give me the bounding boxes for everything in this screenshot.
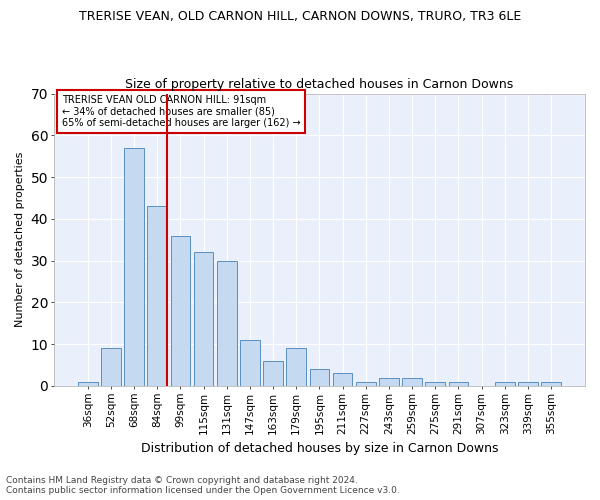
Bar xyxy=(263,361,283,386)
X-axis label: Distribution of detached houses by size in Carnon Downs: Distribution of detached houses by size … xyxy=(140,442,498,455)
Bar xyxy=(541,382,561,386)
Title: Size of property relative to detached houses in Carnon Downs: Size of property relative to detached ho… xyxy=(125,78,514,91)
Bar xyxy=(310,370,329,386)
Text: TRERISE VEAN, OLD CARNON HILL, CARNON DOWNS, TRURO, TR3 6LE: TRERISE VEAN, OLD CARNON HILL, CARNON DO… xyxy=(79,10,521,23)
Bar xyxy=(78,382,98,386)
Bar xyxy=(217,260,236,386)
Bar xyxy=(101,348,121,386)
Bar xyxy=(170,236,190,386)
Bar xyxy=(425,382,445,386)
Bar xyxy=(194,252,214,386)
Bar xyxy=(379,378,399,386)
Bar xyxy=(449,382,468,386)
Bar xyxy=(240,340,260,386)
Bar xyxy=(286,348,306,386)
Text: TRERISE VEAN OLD CARNON HILL: 91sqm
← 34% of detached houses are smaller (85)
65: TRERISE VEAN OLD CARNON HILL: 91sqm ← 34… xyxy=(62,95,301,128)
Text: Contains HM Land Registry data © Crown copyright and database right 2024.
Contai: Contains HM Land Registry data © Crown c… xyxy=(6,476,400,495)
Bar xyxy=(332,374,352,386)
Bar xyxy=(356,382,376,386)
Bar xyxy=(402,378,422,386)
Bar xyxy=(124,148,144,386)
Y-axis label: Number of detached properties: Number of detached properties xyxy=(15,152,25,328)
Bar xyxy=(518,382,538,386)
Bar xyxy=(495,382,515,386)
Bar xyxy=(148,206,167,386)
